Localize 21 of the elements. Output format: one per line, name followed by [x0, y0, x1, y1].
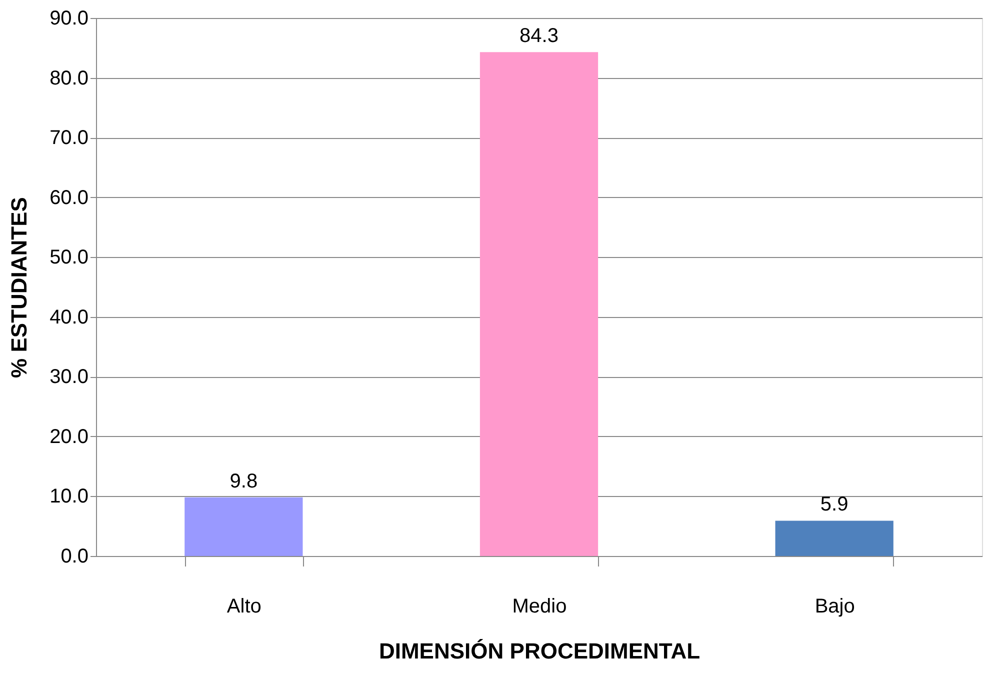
y-tick-label: 80.0: [50, 67, 88, 90]
y-tick-label: 20.0: [50, 426, 88, 448]
data-label: 5.9: [820, 494, 848, 516]
y-tick-label: 50.0: [50, 246, 88, 269]
bar: [480, 52, 598, 556]
bar: [775, 520, 894, 556]
x-tick-label: Bajo: [814, 596, 855, 618]
y-tick-label: 90.0: [50, 8, 88, 30]
y-tick-label: 10.0: [50, 486, 88, 508]
bar: [184, 497, 303, 556]
y-tick-label: 0.0: [60, 546, 88, 568]
data-label: 9.8: [230, 470, 258, 492]
y-axis-title: % ESTUDIANTES: [6, 197, 32, 378]
data-label: 84.3: [520, 25, 558, 48]
y-tick-label: 70.0: [50, 127, 88, 150]
x-axis-title: DIMENSIÓN PROCEDIMENTAL: [378, 638, 700, 664]
y-tick-label: 30.0: [50, 366, 88, 388]
y-tick-label: 40.0: [50, 306, 88, 328]
x-tick-label: Alto: [226, 596, 262, 618]
x-tick-label: Medio: [512, 596, 567, 618]
y-tick-label: 60.0: [50, 186, 88, 209]
